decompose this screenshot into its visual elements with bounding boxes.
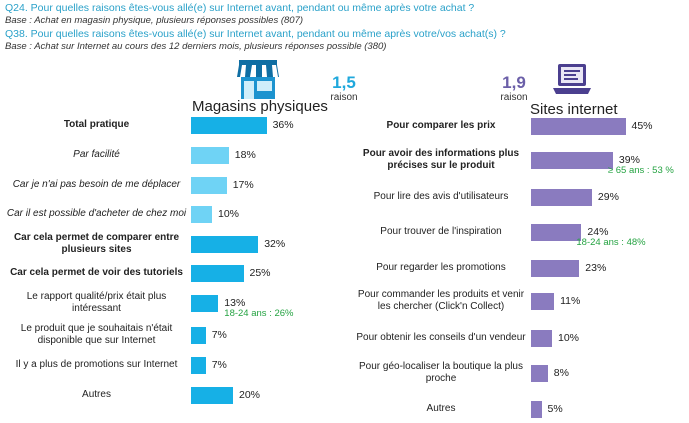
subgroup-note: ≥ 65 ans : 53 % xyxy=(607,165,674,176)
value-label: 7% xyxy=(211,329,227,341)
value-label: 29% xyxy=(597,191,619,203)
subgroup-note: 18-24 ans : 26% xyxy=(224,308,294,319)
category-label: Par facilité xyxy=(73,149,120,160)
bar xyxy=(531,293,555,310)
category-label: Pour trouver de l'inspiration xyxy=(380,226,502,237)
category-label: Total pratique xyxy=(63,119,130,130)
value-label: 10% xyxy=(558,332,580,344)
category-label: Autres xyxy=(82,389,111,400)
value-label: 10% xyxy=(218,208,240,220)
left-chart-title: Magasins physiques xyxy=(192,98,328,115)
average-right-label: raison xyxy=(500,92,528,103)
category-label: Autres xyxy=(426,403,456,414)
bar xyxy=(531,330,552,347)
bar xyxy=(531,152,613,169)
category-label: Le produit que je souhaitais n'était dis… xyxy=(20,323,173,346)
value-label: 32% xyxy=(264,238,286,250)
category-label: Pour obtenir les conseils d'un vendeur xyxy=(356,332,526,343)
average-left-label: raison xyxy=(330,92,358,103)
bar xyxy=(191,327,206,344)
value-label: 17% xyxy=(232,179,254,191)
bar xyxy=(191,117,267,134)
category-label: Il y a plus de promotions sur Internet xyxy=(15,359,178,370)
category-label: Car cela permet de voir des tutoriels xyxy=(10,267,183,278)
bar xyxy=(531,118,626,135)
category-label: Le rapport qualité/prix était plus intér… xyxy=(26,291,167,314)
value-label: 5% xyxy=(547,403,563,415)
bar xyxy=(191,357,206,374)
average-right-value: 1,9 xyxy=(502,73,526,92)
value-label: 24% xyxy=(587,226,609,238)
bar xyxy=(191,206,212,223)
category-label: Pour comparer les prix xyxy=(386,120,496,131)
value-label: 20% xyxy=(239,389,261,401)
question-q24: Q24. Pour quelles raisons êtes-vous allé… xyxy=(5,2,475,14)
value-label: 45% xyxy=(631,120,653,132)
bar xyxy=(531,260,580,277)
bar xyxy=(531,189,592,206)
bar xyxy=(191,236,259,253)
value-label: 39% xyxy=(618,154,640,166)
category-label: Car je n'ai pas besoin de me déplacer xyxy=(12,179,181,190)
bar xyxy=(531,224,582,241)
bar xyxy=(191,177,227,194)
value-label: 7% xyxy=(211,359,227,371)
category-label: Pour commander les produits et venir les… xyxy=(357,289,525,312)
right-chart-title: Sites internet xyxy=(530,101,618,118)
category-label: Pour regarder les promotions xyxy=(376,262,506,273)
value-label: 8% xyxy=(553,367,569,379)
subgroup-note: 18-24 ans : 48% xyxy=(576,237,646,248)
question-q38: Q38. Pour quelles raisons êtes-vous allé… xyxy=(5,28,506,40)
value-label: 13% xyxy=(224,297,246,309)
category-label: Pour avoir des informations plus précise… xyxy=(362,148,520,171)
bar xyxy=(191,295,219,312)
value-label: 18% xyxy=(234,149,256,161)
laptop-icon xyxy=(553,64,591,94)
bar xyxy=(191,147,229,164)
category-label: Car il est possible d'acheter de chez mo… xyxy=(6,208,187,219)
bar xyxy=(191,387,233,404)
average-left-value: 1,5 xyxy=(332,73,356,92)
base-q24: Base : Achat en magasin physique, plusie… xyxy=(5,15,304,26)
base-q38: Base : Achat sur Internet au cours des 1… xyxy=(5,41,387,52)
value-label: 25% xyxy=(249,267,271,279)
bar xyxy=(531,401,542,418)
bar xyxy=(191,265,244,282)
category-label: Car cela permet de comparer entre plusie… xyxy=(13,232,180,255)
bar xyxy=(531,365,548,382)
value-label: 11% xyxy=(560,295,581,307)
category-label: Pour lire des avis d'utilisateurs xyxy=(373,191,509,202)
store-icon xyxy=(237,60,279,99)
value-label: 36% xyxy=(272,119,294,131)
category-label: Pour géo-localiser la boutique la plus p… xyxy=(359,361,523,384)
value-label: 23% xyxy=(585,262,607,274)
